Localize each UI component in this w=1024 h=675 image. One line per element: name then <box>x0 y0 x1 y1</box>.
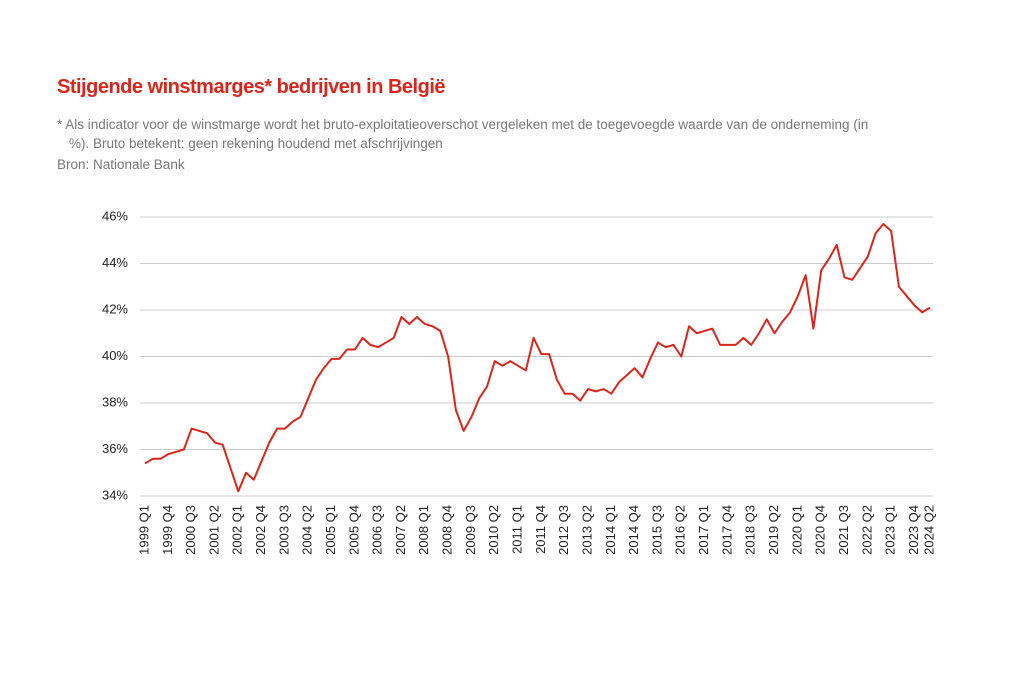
y-tick-label: 44% <box>102 255 128 270</box>
x-tick-label: 2006 Q3 <box>370 505 385 555</box>
x-tick-label: 2013 Q2 <box>579 505 594 555</box>
x-tick-label: 2010 Q2 <box>486 505 501 555</box>
y-tick-label: 34% <box>102 487 128 502</box>
x-tick-label: 2002 Q4 <box>253 505 268 555</box>
x-tick-label: 2024 Q2 <box>921 505 936 555</box>
x-tick-label: 2022 Q2 <box>859 505 874 555</box>
x-tick-label: 1999 Q4 <box>160 505 175 555</box>
x-tick-label: 2020 Q1 <box>789 505 804 555</box>
x-tick-label: 2023 Q4 <box>906 505 921 555</box>
x-tick-label: 2005 Q1 <box>323 505 338 555</box>
x-tick-label: 2003 Q3 <box>276 505 291 555</box>
x-tick-label: 2014 Q4 <box>626 505 641 555</box>
x-tick-label: 2016 Q2 <box>673 505 688 555</box>
chart-title: Stijgende winstmarges* bedrijven in Belg… <box>57 76 446 98</box>
x-tick-label: 2008 Q1 <box>416 505 431 555</box>
y-tick-label: 42% <box>102 301 128 316</box>
data-line <box>144 222 931 493</box>
x-tick-label: 2002 Q1 <box>230 505 245 555</box>
x-tick-label: 2011 Q1 <box>510 505 525 554</box>
y-tick-label: 40% <box>102 348 128 363</box>
x-tick-label: 2009 Q3 <box>463 505 478 555</box>
x-tick-label: 2008 Q4 <box>440 505 455 555</box>
x-tick-label: 2020 Q4 <box>813 505 828 555</box>
x-tick-label: 2021 Q3 <box>836 505 851 555</box>
x-tick-label: 2001 Q2 <box>206 505 221 555</box>
x-tick-label: 2015 Q3 <box>649 505 664 555</box>
x-tick-label: 2017 Q4 <box>719 505 734 555</box>
x-tick-label: 2007 Q2 <box>393 505 408 555</box>
x-tick-label: 2011 Q4 <box>533 505 548 554</box>
x-tick-label: 2004 Q2 <box>300 505 315 555</box>
x-tick-label: 2018 Q3 <box>743 505 758 555</box>
x-tick-label: 2005 Q4 <box>346 505 361 555</box>
x-tick-label: 2017 Q1 <box>696 505 711 555</box>
x-tick-label: 1999 Q1 <box>136 505 151 555</box>
x-tick-label: 2014 Q1 <box>603 505 618 555</box>
chart-source: Bron: Nationale Bank <box>57 157 185 172</box>
y-tick-label: 46% <box>102 208 128 223</box>
x-tick-label: 2019 Q2 <box>766 505 781 555</box>
chart-note: * Als indicator voor de winstmarge wordt… <box>57 117 869 151</box>
x-tick-label: 2012 Q3 <box>556 505 571 555</box>
x-tick-label: 2000 Q3 <box>183 505 198 555</box>
x-tick-label: 2023 Q1 <box>883 505 898 555</box>
y-tick-label: 38% <box>102 394 128 409</box>
y-tick-label: 36% <box>102 441 128 456</box>
